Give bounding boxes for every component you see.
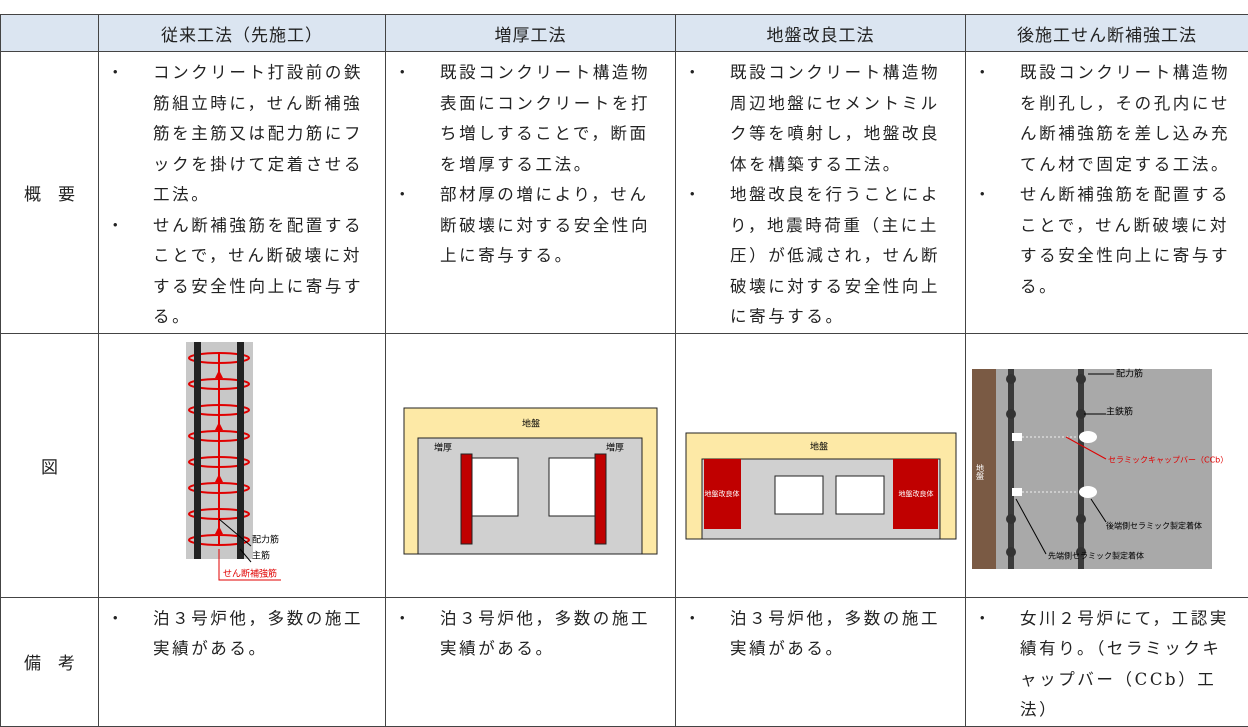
shape — [418, 438, 642, 554]
shape — [1079, 431, 1097, 443]
diagram-label: 地盤 — [810, 440, 828, 452]
bullet-item: 既設コンクリート構造物を削孔し，その孔内にせん断補強筋を差し込み充てん材で固定す… — [976, 58, 1238, 180]
bullet-item: 地盤改良を行うことにより，地震時荷重（主に土圧）が低減され，せん断破壊に対する安… — [686, 180, 955, 333]
shape — [1076, 514, 1086, 524]
shape — [1006, 374, 1016, 384]
tbody: 従来工法（先施工） 増厚工法 地盤改良工法 後施工せん断補強工法 概 要 コンク… — [1, 15, 1248, 727]
bullet-list: 泊３号炉他，多数の施工実績がある。 — [99, 598, 385, 665]
bullet-item: 泊３号炉他，多数の施工実績がある。 — [686, 604, 955, 665]
header-cell: 後施工せん断補強工法 — [966, 15, 1248, 52]
shape — [595, 454, 606, 544]
shape — [836, 476, 884, 514]
figure-cell: 配力筋 主筋 せん断補強筋 — [99, 333, 386, 597]
shape — [1078, 369, 1084, 569]
diagram-label: 後端側セラミック製定着体 — [1106, 520, 1202, 530]
bullet-list: 既設コンクリート構造物表面にコンクリートを打ち増しすることで，断面を増厚する工法… — [386, 52, 675, 272]
row-label: 備 考 — [1, 597, 99, 726]
diagram-ground: 地盤 地盤改良体 地盤改良体 — [676, 334, 966, 597]
bullet-list: コンクリート打設前の鉄筋組立時に，せん断補強筋を主筋又は配力筋にフックを掛けて定… — [99, 52, 385, 333]
header-cell: 地盤改良工法 — [676, 15, 966, 52]
header-cell: 増厚工法 — [386, 15, 676, 52]
corner — [1, 15, 99, 52]
bullet-item: せん断補強筋を配置することで，せん断破壊に対する安全性向上に寄与する。 — [976, 180, 1238, 302]
text-cell: 既設コンクリート構造物を削孔し，その孔内にせん断補強筋を差し込み充てん材で固定す… — [966, 52, 1248, 334]
diagram-label: 増厚 — [606, 441, 624, 453]
figure-cell: 配力筋 主鉄筋 セラミックキャップバー（CCb） 後端側セラミック製定着体 先端… — [966, 333, 1248, 597]
shape — [472, 458, 518, 516]
bullet-list: 女川２号炉にて，工認実績有り。（セラミックキャップバー（CCb）工法） — [966, 598, 1248, 726]
diagram-label: 地盤改良体 — [899, 489, 934, 498]
shape — [237, 342, 244, 559]
text-cell: コンクリート打設前の鉄筋組立時に，せん断補強筋を主筋又は配力筋にフックを掛けて定… — [99, 52, 386, 334]
text-cell: 既設コンクリート構造物表面にコンクリートを打ち増しすることで，断面を増厚する工法… — [386, 52, 676, 334]
diagram-ccb: 配力筋 主鉄筋 セラミックキャップバー（CCb） 後端側セラミック製定着体 先端… — [966, 334, 1248, 597]
figure-row: 図 配力筋 主筋 せん断補強筋 地盤 増厚 増厚 地盤 地盤改良体 地盤改良体 — [1, 333, 1248, 597]
bullet-item: せん断補強筋を配置することで，せん断破壊に対する安全性向上に寄与する。 — [109, 211, 375, 333]
text-cell: 泊３号炉他，多数の施工実績がある。 — [99, 597, 386, 726]
diagram-rebar: 配力筋 主筋 せん断補強筋 — [99, 334, 386, 597]
bullet-item: 既設コンクリート構造物周辺地盤にセメントミルク等を噴射し，地盤改良体を構築する工… — [686, 58, 955, 180]
diagram-label: 先端側セラミック製定着体 — [1048, 550, 1144, 560]
bullet-item: コンクリート打設前の鉄筋組立時に，せん断補強筋を主筋又は配力筋にフックを掛けて定… — [109, 58, 375, 211]
diagram-label: 増厚 — [434, 441, 452, 453]
diagram-label: 地盤 — [522, 417, 540, 429]
comparison-table: 従来工法（先施工） 増厚工法 地盤改良工法 後施工せん断補強工法 概 要 コンク… — [0, 14, 1248, 727]
shape — [1012, 433, 1022, 441]
bullet-item: 女川２号炉にて，工認実績有り。（セラミックキャップバー（CCb）工法） — [976, 604, 1238, 726]
figure-cell: 地盤 増厚 増厚 — [386, 333, 676, 597]
shape — [1076, 374, 1086, 384]
bullet-item: 泊３号炉他，多数の施工実績がある。 — [109, 604, 375, 665]
header-cell: 従来工法（先施工） — [99, 15, 386, 52]
shape — [1008, 369, 1014, 569]
text-cell: 泊３号炉他，多数の施工実績がある。 — [386, 597, 676, 726]
bullet-item: 部材厚の増により，せん断破壊に対する安全性向上に寄与する。 — [396, 180, 665, 272]
shape — [1006, 547, 1016, 557]
header-row: 従来工法（先施工） 増厚工法 地盤改良工法 後施工せん断補強工法 — [1, 15, 1248, 52]
shape — [1079, 486, 1097, 498]
bullet-list: 泊３号炉他，多数の施工実績がある。 — [386, 598, 675, 665]
shape — [549, 458, 595, 516]
bullet-item: 泊３号炉他，多数の施工実績がある。 — [396, 604, 665, 665]
row-label: 概 要 — [1, 52, 99, 334]
shape — [1006, 409, 1016, 419]
diagram-label: 主筋 — [252, 549, 270, 561]
bullet-list: 既設コンクリート構造物を削孔し，その孔内にせん断補強筋を差し込み充てん材で固定す… — [966, 52, 1248, 302]
diagram-thickening: 地盤 増厚 増厚 — [386, 334, 676, 597]
diagram-label: 地盤 — [976, 463, 985, 480]
shape — [1006, 514, 1016, 524]
overview-row: 概 要 コンクリート打設前の鉄筋組立時に，せん断補強筋を主筋又は配力筋にフックを… — [1, 52, 1248, 334]
diagram-label: セラミックキャップバー（CCb） — [1108, 455, 1228, 464]
page: 工法比較 html,body{margin:0;padding:0;width:… — [0, 0, 1248, 666]
shape — [194, 342, 201, 559]
diagram-label: 主鉄筋 — [1106, 405, 1133, 417]
remarks-row: 備 考 泊３号炉他，多数の施工実績がある。泊３号炉他，多数の施工実績がある。泊３… — [1, 597, 1248, 726]
diagram-label: 地盤改良体 — [705, 489, 740, 498]
text-cell: 泊３号炉他，多数の施工実績がある。 — [676, 597, 966, 726]
diagram-label: 配力筋 — [252, 533, 279, 545]
figure-cell: 地盤 地盤改良体 地盤改良体 — [676, 333, 966, 597]
shape — [775, 476, 823, 514]
body: {"table":{ "header":["従来工法（先施工）","増厚工法",… — [0, 0, 1248, 666]
bullet-list: 泊３号炉他，多数の施工実績がある。 — [676, 598, 965, 665]
row-label: 図 — [1, 333, 99, 597]
diagram-label: 配力筋 — [1116, 367, 1143, 379]
shape — [1012, 488, 1022, 496]
shape — [461, 454, 472, 544]
bullet-item: 既設コンクリート構造物表面にコンクリートを打ち増しすることで，断面を増厚する工法… — [396, 58, 665, 180]
bullet-list: 既設コンクリート構造物周辺地盤にセメントミルク等を噴射し，地盤改良体を構築する工… — [676, 52, 965, 333]
diagram-label: せん断補強筋 — [223, 567, 277, 579]
text-cell: 女川２号炉にて，工認実績有り。（セラミックキャップバー（CCb）工法） — [966, 597, 1248, 726]
text-cell: 既設コンクリート構造物周辺地盤にセメントミルク等を噴射し，地盤改良体を構築する工… — [676, 52, 966, 334]
